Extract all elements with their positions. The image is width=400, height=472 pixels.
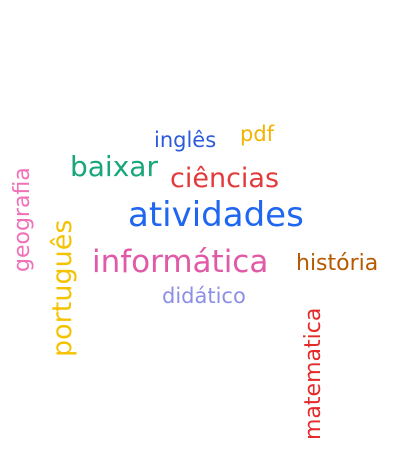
word-geografia: geografia [10, 167, 35, 272]
word-informatica: informática [92, 244, 269, 280]
word-matematica: matematica [301, 307, 326, 440]
word-ingles: inglês [154, 128, 217, 152]
word-pdf: pdf [240, 122, 275, 146]
word-atividades: atividades [128, 195, 304, 235]
word-didatico: didático [162, 284, 246, 308]
word-historia: história [296, 251, 379, 276]
word-baixar: baixar [70, 150, 158, 183]
word-ciencias: ciências [170, 163, 280, 194]
word-portugues: português [47, 219, 78, 357]
